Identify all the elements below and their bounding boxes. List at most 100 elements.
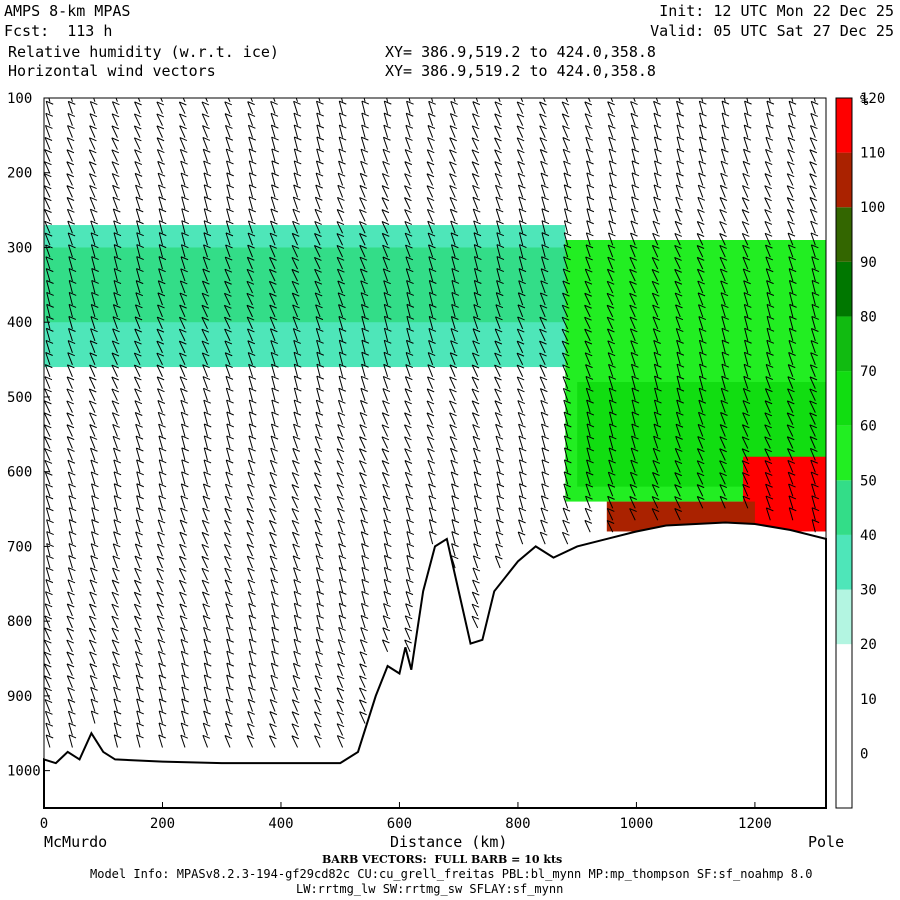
wind-barb-flag [338,304,346,309]
wind-barb-flag [629,280,637,285]
wind-barb [586,435,591,449]
colorbar-swatch [836,207,852,262]
wind-barb-flag [136,686,144,691]
wind-barb [630,101,636,114]
wind-barb-flag [811,507,820,512]
wind-barb [472,185,479,198]
wind-barb-flag [339,602,347,607]
wind-barb-flag [719,495,728,500]
wind-barb [786,185,794,198]
wind-barb-flag [539,364,547,369]
wind-barb-flag [336,711,345,716]
wind-barb [584,101,591,114]
wind-barb-flag [427,459,436,464]
wind-barb [203,698,208,712]
wind-barb-flag [114,722,122,727]
wind-barb [743,280,749,294]
wind-barb [607,340,614,354]
wind-barb [720,148,726,162]
wind-barb [674,281,681,294]
wind-barb [405,591,411,605]
wind-barb-flag [294,375,302,380]
wind-barb-flag [516,113,525,118]
wind-barb [495,519,501,533]
wind-barb [809,137,816,150]
wind-barb [449,424,456,437]
wind-barb-flag [451,244,459,249]
wind-barb [608,435,614,449]
wind-barb [360,280,366,294]
wind-barb [89,364,96,377]
wind-barb [247,459,254,473]
wind-barb-flag [471,364,480,369]
wind-barb [291,508,299,521]
wind-barb-flag [652,232,660,237]
wind-barb [248,184,254,198]
wind-barb [406,555,411,569]
wind-barb-flag [291,244,300,249]
wind-barb-flag [382,400,390,405]
wind-barb-flag [134,388,142,393]
wind-barb-flag [135,304,143,309]
wind-barb-flag [586,184,595,189]
wind-barb [608,376,614,389]
wind-barb-flag [564,196,572,201]
wind-barb [89,591,96,605]
wind-barb [136,471,141,485]
wind-barb [361,555,366,569]
wind-barb [201,532,208,545]
wind-barb-flag [586,435,595,440]
wind-barb [359,197,366,210]
wind-barb-flag [428,112,436,117]
wind-barb [743,376,749,389]
wind-barb-flag [248,686,256,691]
wind-barb [68,268,73,282]
wind-barb-flag [179,364,187,369]
wind-barb [88,627,96,641]
wind-barb-flag [764,197,772,202]
wind-barb-flag [225,352,233,357]
wind-barb [44,376,51,389]
wind-barb-flag [719,197,728,201]
wind-barb [203,184,208,198]
wind-barb [270,113,276,126]
wind-barb [428,483,434,497]
wind-barb-flag [90,101,98,106]
wind-barb [156,568,163,581]
wind-barb [406,543,411,557]
wind-barb-flag [67,698,76,703]
wind-barb-flag [674,472,682,477]
wind-barb-flag [91,256,99,261]
wind-barb-flag [743,148,751,153]
wind-barb-flag [496,292,504,297]
wind-barb-flag [225,615,234,619]
wind-barb-flag [788,112,796,117]
wind-barb-flag [654,387,662,392]
wind-barb [224,520,231,533]
wind-barb [226,196,231,210]
wind-barb [178,113,186,126]
wind-barb-flag [741,221,750,226]
wind-barb-flag [449,196,458,201]
wind-barb-flag [719,460,727,465]
wind-barb-flag [224,316,232,321]
wind-barb-flag [112,196,121,201]
wind-barb-flag [68,244,76,249]
wind-barb [246,281,253,294]
wind-barb-flag [89,591,97,596]
wind-barb [428,292,434,306]
wind-barb-flag [113,90,120,93]
wind-barb [271,136,276,150]
wind-barb [585,256,591,270]
wind-barb-flag [271,363,279,368]
y-tick-label: 800 [7,614,32,630]
wind-barb [205,98,208,102]
wind-barb [157,292,163,306]
wind-barb [270,352,276,365]
wind-barb [361,340,366,353]
wind-barb [269,257,276,270]
wind-barb [181,674,186,688]
wind-barb-flag [451,280,460,284]
wind-barb [314,233,321,246]
wind-barb-flag [294,602,302,607]
